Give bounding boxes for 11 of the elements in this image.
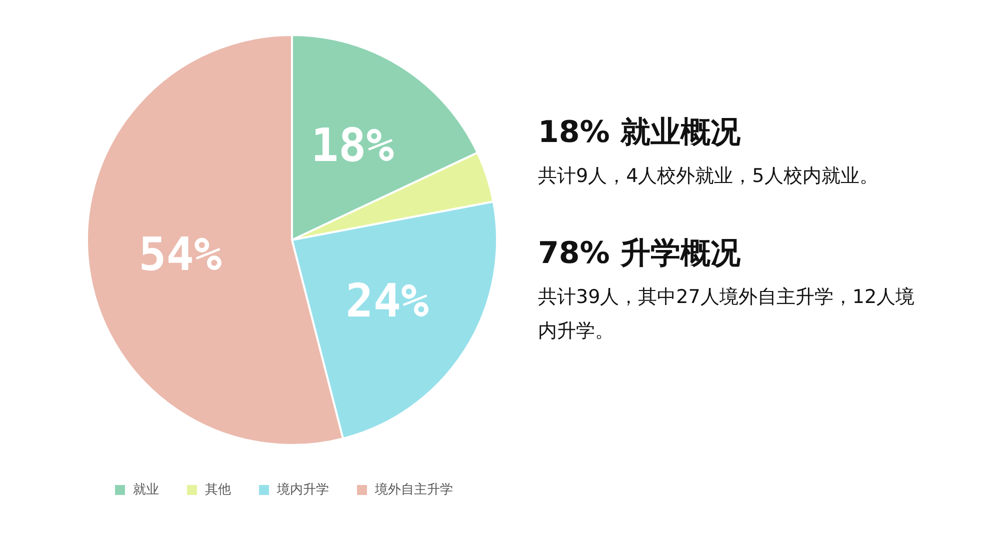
text: 18% 就业概况 xyxy=(538,114,742,152)
text: 共计39人，其中27人境外自主升学，12人境内升学。 xyxy=(538,285,916,344)
text: 78% 升学概况 xyxy=(538,235,742,273)
data-label: 24% xyxy=(346,273,430,328)
data-label: 54% xyxy=(138,227,222,282)
data-label: 18% xyxy=(310,118,394,172)
legend-label: 境内升学 xyxy=(276,482,329,498)
legend-label: 其他 xyxy=(205,482,231,498)
legend-label: 就业 xyxy=(133,482,159,498)
text: 共计9人，4人校外就业，5人校内就业。 xyxy=(538,164,880,189)
legend-label: 境外自主升学 xyxy=(374,482,453,498)
